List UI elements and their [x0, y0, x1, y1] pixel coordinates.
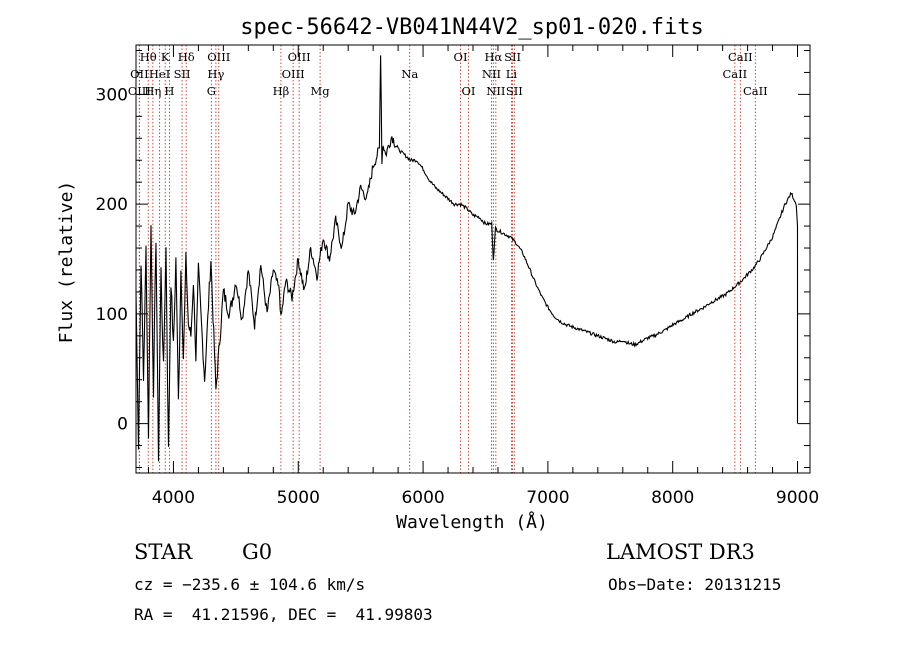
y-tick-label-2: 200 — [96, 195, 128, 215]
x-tick-label-3: 7000 — [526, 488, 569, 508]
y-tick-label-1: 100 — [96, 305, 128, 325]
spectrum-line — [135, 55, 799, 462]
line-label-10: Hγ — [207, 67, 224, 81]
y-tick-label-3: 300 — [96, 85, 128, 105]
plot-frame — [135, 44, 811, 474]
line-label-8: Hδ — [178, 50, 195, 64]
x-tick-label-1: 5000 — [277, 488, 320, 508]
line-label-12: Hβ — [273, 84, 290, 98]
x-tick-label-5: 9000 — [776, 488, 819, 508]
line-label-4: K — [161, 50, 170, 64]
observation-date: Obs−Date: 20131215 — [608, 575, 782, 594]
y-axis-label: Flux (relative) — [56, 181, 77, 344]
x-axis-label: Wavelength (Å) — [396, 511, 548, 533]
chart-title: spec-56642-VB041N44V2_sp01-020.fits — [240, 15, 704, 40]
object-subclass: G0 — [242, 540, 273, 564]
line-label-5: HeI — [149, 67, 170, 81]
line-label-3: Hη — [144, 84, 161, 98]
spectral-line-markers — [138, 45, 756, 473]
line-label-0: Hθ — [140, 50, 157, 64]
line-label-16: Na — [401, 67, 418, 81]
line-label-17: OI — [454, 50, 468, 64]
line-label-22: SII — [504, 50, 521, 64]
line-label-25: CaII — [728, 50, 753, 64]
line-label-21: NII — [486, 84, 505, 98]
line-label-6: H — [164, 84, 174, 98]
line-label-15: Mg — [311, 84, 331, 98]
line-label-11: G — [207, 84, 216, 98]
line-label-9: OIII — [207, 50, 230, 64]
survey-name: LAMOST DR3 — [606, 540, 755, 564]
coordinates: RA = 41.21596, DEC = 41.99803 — [134, 605, 433, 624]
y-tick-label-0: 0 — [117, 415, 128, 435]
line-label-26: CaII — [722, 67, 747, 81]
line-label-27: CaII — [743, 84, 768, 98]
x-tick-label-0: 4000 — [152, 488, 195, 508]
object-class: STAR — [134, 540, 193, 564]
line-label-20: NII — [482, 67, 501, 81]
x-axis: 4000 5000 6000 7000 8000 9000 — [147, 45, 819, 508]
x-tick-label-4: 8000 — [651, 488, 694, 508]
line-label-24: SII — [506, 84, 523, 98]
radial-velocity: cz = −235.6 ± 104.6 km/s — [134, 575, 366, 594]
y-axis: 0 100 200 300 — [96, 49, 810, 469]
line-label-19: Hα — [484, 50, 502, 64]
line-label-7: SII — [174, 67, 191, 81]
line-label-14: OIII — [282, 67, 305, 81]
line-label-23: Li — [506, 67, 518, 81]
x-tick-label-2: 6000 — [401, 488, 444, 508]
line-label-13: OIII — [288, 50, 311, 64]
line-label-1: OII — [130, 67, 149, 81]
line-label-18: OI — [462, 84, 476, 98]
